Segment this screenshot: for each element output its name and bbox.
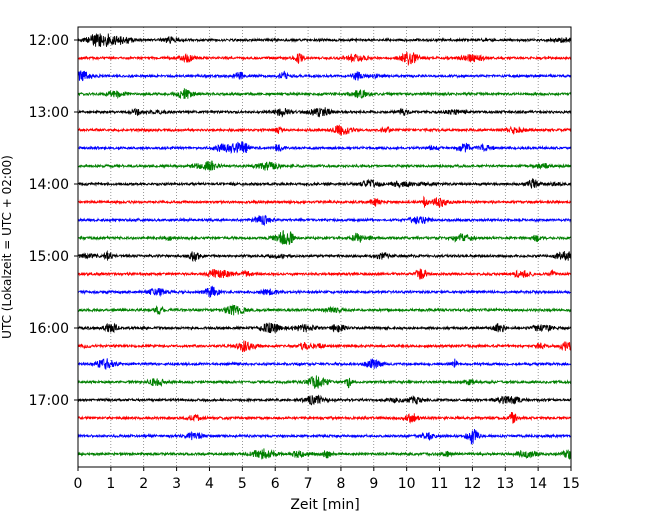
y-axis-label: UTC (Lokalzeit = UTC + 02:00) (0, 155, 14, 339)
x-tick-label: 13 (496, 476, 514, 492)
trace-line (77, 124, 572, 136)
plot-frame (77, 26, 572, 468)
x-tick-label: 8 (336, 476, 345, 492)
trace-line (77, 394, 572, 406)
x-tick-label: 10 (398, 476, 416, 492)
trace-line (77, 178, 572, 189)
trace-line (77, 340, 572, 353)
trace-line (77, 160, 572, 171)
x-tick-label: 0 (74, 476, 83, 492)
y-axis: 12:00 13:00 14:00 15:00 16:00 17:00 (29, 33, 78, 409)
x-tick-label: 14 (529, 476, 547, 492)
trace-line (77, 32, 572, 47)
trace-line (77, 268, 572, 280)
grid-lines (110, 27, 539, 467)
y-tick-label: 14:00 (29, 177, 69, 193)
x-axis: 0 1 2 3 4 5 6 7 8 9 10 11 12 13 14 15 (74, 467, 580, 492)
x-axis-label: Zeit [min] (290, 497, 359, 513)
y-tick-label: 13:00 (29, 105, 69, 121)
trace-line (77, 70, 572, 82)
trace-group (77, 32, 572, 460)
trace-line (77, 412, 572, 424)
trace-line (77, 358, 572, 370)
trace-line (77, 285, 572, 298)
x-tick-label: 9 (369, 476, 378, 492)
trace-line (77, 107, 572, 118)
y-tick-label: 12:00 (29, 33, 69, 49)
trace-line (77, 214, 572, 227)
trace-line (77, 195, 572, 208)
trace-line (77, 51, 572, 67)
x-tick-label: 4 (205, 476, 214, 492)
trace-line (77, 88, 572, 100)
y-tick-label: 17:00 (29, 393, 69, 409)
x-tick-label: 2 (139, 476, 148, 492)
trace-line (77, 249, 572, 263)
x-tick-label: 3 (172, 476, 181, 492)
trace-line (77, 322, 572, 334)
x-tick-label: 1 (106, 476, 115, 492)
y-tick-label: 16:00 (29, 321, 69, 337)
x-tick-label: 15 (562, 476, 580, 492)
x-tick-label: 5 (238, 476, 247, 492)
trace-line (77, 428, 572, 445)
trace-line (77, 375, 572, 389)
trace-line (77, 304, 572, 316)
x-tick-label: 12 (463, 476, 481, 492)
trace-line (77, 141, 572, 155)
trace-line (77, 448, 572, 460)
x-tick-label: 7 (304, 476, 313, 492)
x-tick-label: 6 (271, 476, 280, 492)
y-tick-label: 15:00 (29, 249, 69, 265)
trace-line (77, 230, 572, 246)
x-tick-label: 11 (431, 476, 449, 492)
